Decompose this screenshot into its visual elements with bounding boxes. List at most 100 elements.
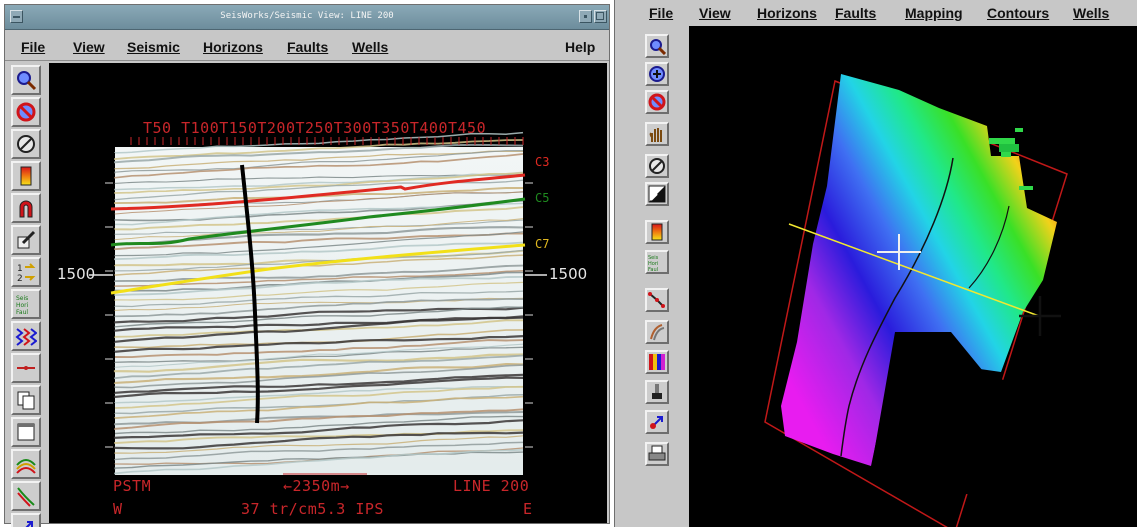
map-cancel-zoom-button[interactable] [645,90,669,114]
reflector [114,354,524,380]
map-menu-wells[interactable]: Wells [1073,5,1110,21]
map-polygon-button[interactable] [645,288,669,312]
reflector [113,376,524,398]
zoom-in-icon [650,39,666,55]
processing-label: PSTM [113,477,152,495]
window-menu-button[interactable] [10,10,23,23]
reflector [114,264,524,283]
reflector [114,281,524,301]
map-menu-mapping[interactable]: Mapping [905,5,963,21]
map-print-button[interactable] [645,442,669,466]
trace-density-label: 37 tr/cm5.3 IPS [241,500,384,518]
seis-hori-faul-button[interactable]: Seis Hori Faul [11,289,41,319]
magnet-button[interactable] [11,193,41,223]
horizon-c5-line[interactable] [110,197,526,247]
menu-faults[interactable]: Faults [287,39,329,55]
svg-text:Hori: Hori [648,261,658,267]
horizon-map[interactable] [689,26,1137,527]
cursor-crosshair-black [1019,296,1061,336]
horizon-label-c5: C5 [535,191,550,205]
reflector [113,353,524,373]
pick-mode-icon [649,158,665,174]
cancel-zoom-button[interactable] [11,97,41,127]
map-zoom-in-button[interactable] [645,34,669,58]
reflector [113,373,524,394]
zoom-icon [17,71,37,91]
copy-button[interactable] [11,385,41,415]
horizon-arc-button[interactable] [11,449,41,479]
data-patch-top-right [989,128,1033,190]
minimize-button[interactable] [579,10,592,23]
horizon-c7-line[interactable] [110,243,526,295]
map-magnify-button[interactable] [645,62,669,86]
pencil-button[interactable] [11,225,41,255]
svg-text:Faul: Faul [16,309,28,315]
menu-seismic[interactable]: Seismic [127,39,180,55]
map-fault-button[interactable] [645,320,669,344]
map-pan-button[interactable] [645,122,669,146]
reflector [114,339,524,359]
map-seis-hori-faul-button[interactable]: Seis Hori Faul [645,250,669,274]
wiggle-icon [15,328,37,346]
wiggle-button[interactable] [11,321,41,351]
menu-file[interactable]: File [21,39,46,55]
line-200-trace[interactable] [788,223,1040,317]
pick-mode-button[interactable] [11,129,41,159]
color-table-icon [649,354,665,370]
window-icon [17,423,35,441]
fault-button[interactable] [11,481,41,511]
horizontal-line-button[interactable] [11,353,41,383]
map-menu-faults[interactable]: Faults [835,5,877,21]
menu-horizons[interactable]: Horizons [203,39,263,55]
maximize-button[interactable] [594,10,607,23]
pick-mode-icon [17,135,35,153]
reflector [114,346,524,363]
map-menu-view[interactable]: View [699,5,731,21]
window-button[interactable] [11,417,41,447]
maximize-icon [596,12,604,20]
reflector [114,449,524,475]
map-paint-button[interactable] [645,380,669,404]
color-bar-button[interactable] [11,161,41,191]
fault-icon [17,487,35,507]
map-arrow-split-button[interactable] [645,182,669,206]
map-menu-contours[interactable]: Contours [987,5,1050,21]
horizon-c3-line[interactable] [110,173,526,211]
menu-wells[interactable]: Wells [352,39,389,55]
west-label: W [113,500,123,518]
reflector [113,316,524,344]
map-menu-file[interactable]: File [649,5,674,21]
menu-view[interactable]: View [73,39,105,55]
reflector [114,232,523,251]
fault-stick[interactable] [240,164,260,424]
svg-text:Faul: Faul [648,267,658,271]
arrow-split-icon [648,185,666,203]
reflector [114,415,524,435]
seismic-display[interactable]: T50 T100T150T200T250T300T350T400T450 C3 … [49,63,607,523]
map-display[interactable] [689,26,1137,527]
reflector [114,451,524,470]
reflector [114,206,524,231]
map-menu-horizons[interactable]: Horizons [757,5,817,21]
map-arrow-pick-button[interactable] [645,410,669,434]
window-menu-icon [13,16,20,18]
reflector [114,297,524,312]
color-bar-icon [651,223,663,241]
reflector [114,143,524,164]
seismic-view-titlebar[interactable]: SeisWorks/Seismic View: LINE 200 [5,5,609,30]
map-pick-mode-button[interactable] [645,154,669,178]
svg-text:Seis: Seis [16,295,28,302]
map-color-table-button[interactable] [645,350,669,374]
menu-help[interactable]: Help [565,39,596,55]
zoom-button[interactable] [11,65,41,95]
seismic-section[interactable] [49,63,607,523]
arrow-pick-icon [650,416,663,429]
map-color-bar-button[interactable] [645,220,669,244]
map-menubar: File View Horizons Faults Mapping Contou… [615,0,1137,26]
arrow-pick-button[interactable] [11,513,41,527]
svg-text:Seis: Seis [648,255,659,261]
map-toolbar: Seis Hori Faul [615,26,689,527]
fault-map-icon [650,324,665,341]
